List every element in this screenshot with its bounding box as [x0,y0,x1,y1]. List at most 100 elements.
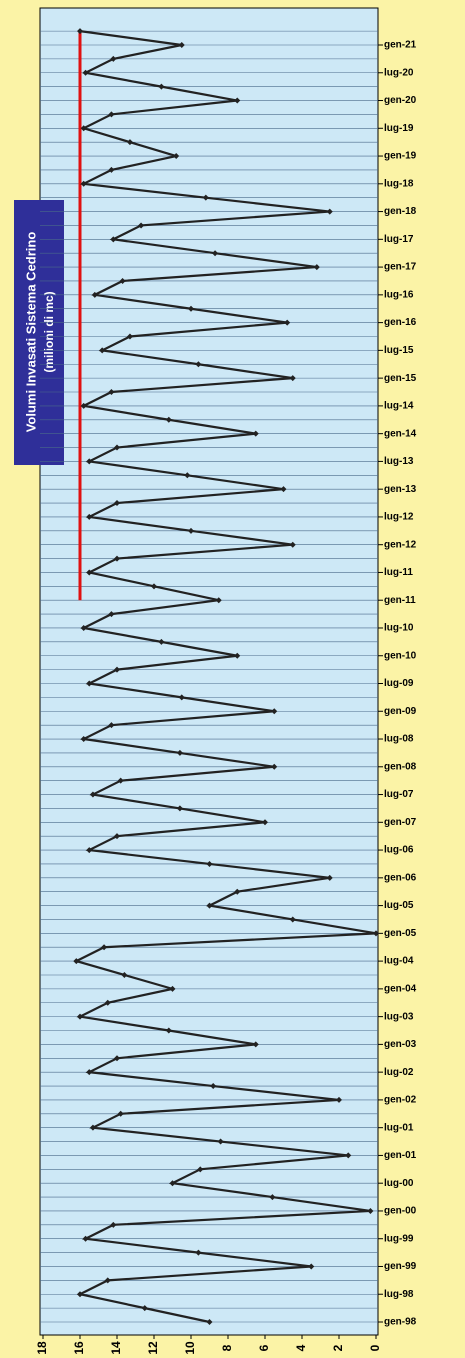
x-tick-label: gen-14 [384,428,417,439]
data-point [86,847,93,854]
x-tick-label: lug-03 [384,1011,414,1022]
x-tick-label: lug-19 [384,123,414,134]
x-tick-label: lug-11 [384,567,413,578]
x-tick-label: gen-20 [384,95,417,106]
x-tick-label: gen-19 [384,151,417,162]
data-point [108,389,115,396]
x-tick-label: lug-00 [384,1178,414,1189]
data-point [121,971,128,978]
y-tick-label: 4 [294,1344,308,1351]
data-point [345,1152,352,1159]
data-point [80,624,87,631]
x-tick-label: lug-04 [384,956,414,967]
data-point [373,930,379,937]
data-point [184,472,191,479]
data-point [215,597,222,604]
x-tick-label: lug-01 [384,1122,414,1133]
x-tick-label: lug-02 [384,1067,414,1078]
y-tick-label: 10 [183,1341,197,1355]
data-point [165,1027,172,1034]
x-tick-label: lug-20 [384,67,414,78]
x-tick-label: lug-06 [384,845,414,856]
title-box [14,200,64,465]
chart-subtitle: (milioni di mc) [42,291,56,372]
data-point [197,1166,204,1173]
data-point [86,1069,93,1076]
x-tick-label: gen-03 [384,1039,417,1050]
y-tick-label: 6 [257,1344,271,1351]
x-tick-label: gen-02 [384,1095,417,1106]
data-point [110,1221,117,1228]
x-tick-label: gen-12 [384,539,417,550]
data-point [308,1263,315,1270]
data-point [284,319,291,326]
data-point [158,83,165,90]
data-point [114,1055,120,1062]
data-point [86,458,93,465]
data-point [114,555,120,562]
data-point [280,486,287,493]
x-tick-label: gen-04 [384,984,417,995]
data-point [80,180,87,187]
x-tick-label: gen-16 [384,317,417,328]
y-tick-label: 2 [331,1344,345,1351]
data-line [73,30,377,1324]
data-point [101,944,108,951]
x-tick-label: gen-17 [384,262,417,273]
x-tick-label: lug-16 [384,289,414,300]
data-point [86,513,93,520]
x-tick-label: lug-08 [384,734,414,745]
x-tick-label: gen-11 [384,595,416,606]
data-point [77,1291,83,1298]
x-tick-label: lug-07 [384,789,414,800]
data-point [367,1207,374,1214]
data-point [108,611,115,618]
data-point [269,1194,276,1201]
data-point [104,1277,111,1284]
data-point [158,638,165,645]
data-point [206,860,213,867]
data-point [212,250,219,257]
data-point [126,139,133,146]
x-tick-label: gen-98 [384,1317,417,1328]
x-tick-label: gen-00 [384,1206,417,1217]
data-point [176,749,183,756]
x-tick-label: lug-05 [384,900,414,911]
data-point [126,333,133,340]
x-tick-label: lug-15 [384,345,414,356]
data-point [73,958,80,965]
x-tick-label: lug-17 [384,234,414,245]
data-point [104,999,111,1006]
data-point [89,1124,96,1131]
data-point [289,541,296,548]
data-point [188,527,194,534]
data-point [178,694,185,701]
x-tick-label: lug-14 [384,401,414,412]
data-point [165,416,172,423]
x-tick-label: lug-18 [384,178,414,189]
data-point [252,430,259,437]
x-tick-label: gen-99 [384,1261,417,1272]
data-point [326,874,333,881]
data-point [169,1180,176,1187]
x-tick-label: gen-15 [384,373,417,384]
x-tick-label: gen-18 [384,206,417,217]
data-point [289,916,296,923]
x-tick-label: gen-06 [384,872,417,883]
data-point [77,1013,83,1020]
data-point [110,55,117,62]
data-point [271,763,278,770]
data-point [202,194,209,201]
x-tick-label: lug-98 [384,1289,414,1300]
data-point [262,819,268,826]
x-tick-label: lug-99 [384,1233,414,1244]
data-point [178,42,185,48]
data-point [206,902,213,909]
data-point [151,583,157,590]
data-point [114,444,120,451]
data-point [313,264,320,271]
data-point [336,1096,342,1103]
x-tick-label: gen-13 [384,484,417,495]
data-point [82,1235,89,1242]
